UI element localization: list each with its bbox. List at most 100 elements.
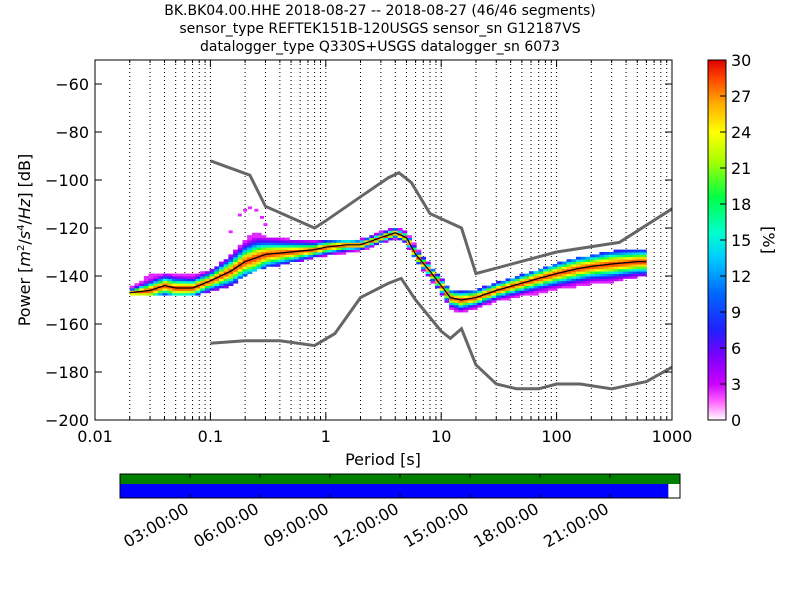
heatmap-cell [594, 266, 600, 270]
heatmap-cell [148, 278, 154, 282]
heatmap-cell [148, 283, 154, 286]
heatmap-cell [256, 240, 262, 243]
heatmap-cell [599, 252, 605, 255]
heatmap-cell [604, 266, 610, 270]
heatmap-cell [519, 278, 525, 282]
heatmap-cell [284, 249, 290, 253]
heatmap-cell [233, 252, 239, 255]
heatmap-cell [472, 302, 478, 306]
heatmap-cell [209, 271, 215, 274]
heatmap-cell [637, 268, 643, 272]
heatmap-cell [247, 242, 253, 246]
heatmap-cell [453, 302, 459, 306]
heatmap-cell [327, 242, 333, 246]
heatmap-cell [514, 285, 520, 289]
heatmap-cell [200, 276, 206, 279]
axis-ticks: 0.01 0.1 1 10 100 1000 −200 −180 −160 −140 −120 −10… [45, 60, 692, 446]
heatmap-cell [604, 276, 610, 279]
heatmap-cell [200, 273, 206, 277]
heatmap-cell [251, 261, 257, 265]
heatmap-cell [218, 271, 225, 274]
heatmap-cell [566, 278, 572, 282]
heatmap-cell [134, 288, 140, 291]
heatmap-cell [195, 273, 201, 277]
heatmap-cell [538, 285, 544, 289]
heatmap-cell [195, 280, 201, 284]
heatmap-cell [608, 278, 614, 282]
heatmap-cell [622, 254, 629, 258]
heatmap-cell [622, 256, 629, 260]
heatmap-cell [200, 290, 206, 294]
heatmap-cell [566, 276, 572, 279]
heatmap-cell [162, 278, 168, 282]
heatmap-cell [496, 295, 502, 298]
heatmap-cell [632, 264, 638, 267]
heatmap-cell [345, 249, 351, 253]
heatmap-cell [280, 254, 286, 258]
heatmap-cell [162, 288, 168, 291]
heatmap-cell [463, 292, 469, 296]
heatmap-cell [153, 278, 159, 282]
heatmap-cell [571, 261, 577, 265]
heatmap-cell [162, 292, 168, 296]
heatmap-cell [543, 268, 549, 272]
heatmap-cell [153, 288, 159, 291]
heatmap-cell [298, 247, 304, 250]
heatmap-cell [505, 297, 511, 301]
heatmap-cell [247, 237, 253, 241]
heatmap-cell [331, 242, 337, 246]
heatmap-cell [618, 254, 624, 258]
heatmap-cell [533, 283, 539, 286]
heatmap-cell [472, 307, 478, 310]
heatmap-cell [486, 288, 492, 291]
heatmap-cell [590, 278, 596, 282]
heatmap-cell [641, 266, 647, 270]
heatmap-cell [637, 254, 643, 258]
heatmap-cell [167, 273, 173, 277]
heatmap-cell [477, 288, 483, 291]
heatmap-cell [514, 278, 520, 282]
heatmap-cell [200, 280, 206, 284]
heatmap-cell [496, 283, 502, 286]
heatmap-cell [557, 280, 563, 284]
heatmap-cell [547, 283, 553, 286]
heatmap-cell [510, 290, 516, 294]
heatmap-cell [195, 285, 201, 289]
heatmap-cell [613, 278, 619, 282]
heatmap-cell [458, 297, 464, 301]
heatmap-cell [322, 240, 328, 243]
heatmap-cell [228, 271, 234, 274]
heatmap-cell [524, 292, 530, 296]
heatmap-cell [519, 285, 525, 289]
coverage-tick-label: 18:00:00 [470, 499, 542, 551]
heatmap-cell [181, 276, 187, 279]
heatmap-cell [261, 249, 267, 253]
heatmap-cell [284, 254, 290, 258]
heatmap-cell [223, 268, 229, 272]
heatmap-cell [608, 280, 614, 284]
heatmap-cell [129, 290, 135, 294]
heatmap-cell [637, 259, 643, 262]
heatmap-cell [467, 307, 474, 310]
heatmap-cell [265, 240, 272, 243]
heatmap-cell [317, 254, 323, 258]
heatmap-cell [265, 252, 272, 255]
heatmap-cell [261, 244, 267, 248]
heatmap-cell [242, 259, 248, 262]
heatmap-cell [510, 295, 516, 298]
heatmap-cell [294, 244, 300, 248]
heatmap-cell [228, 256, 234, 260]
heatmap-cell [350, 249, 356, 253]
heatmap-cell [599, 268, 605, 272]
colorbar-tick-label: 24 [731, 123, 751, 142]
heatmap-cell [435, 283, 441, 286]
heatmap-cell [209, 285, 215, 289]
heatmap-cell [251, 264, 257, 267]
heatmap-cell [613, 268, 619, 272]
heatmap-cell [355, 244, 361, 248]
heatmap-cell [397, 228, 403, 231]
heatmap-cell [280, 247, 286, 250]
heatmap-cell [256, 256, 262, 260]
heatmap-cell [402, 237, 408, 241]
heatmap-cell [153, 292, 159, 296]
